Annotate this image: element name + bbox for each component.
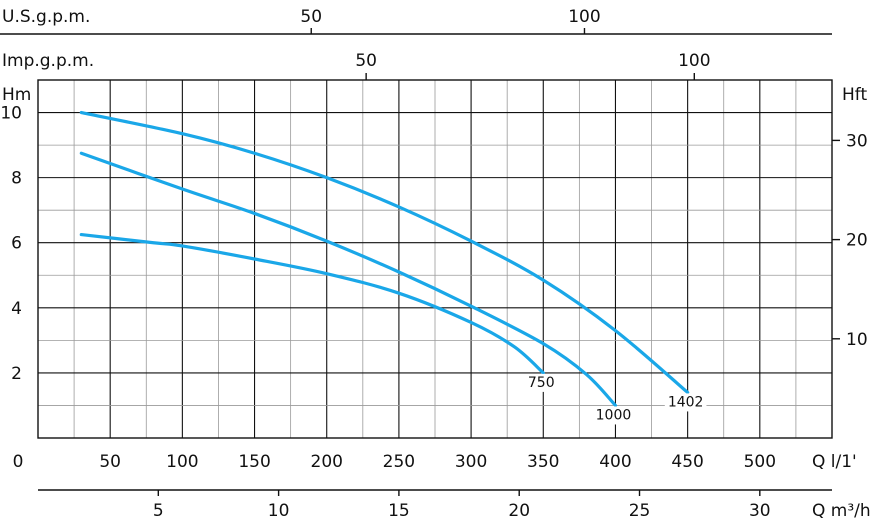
x-lpm-axis-label: Q l/1' — [812, 452, 857, 472]
y-m-axis-label: Hm — [2, 85, 31, 105]
y-ft-tick-label: 30 — [846, 131, 868, 151]
m3h-tick-label: 20 — [508, 501, 530, 519]
plot-frame — [37, 79, 833, 439]
y-ft-tick-label: 10 — [846, 330, 868, 350]
x-lpm-tick-label: 150 — [238, 452, 270, 472]
curve-label-1402: 1402 — [668, 394, 704, 410]
curves — [79, 110, 690, 408]
m3h-tick-label: 15 — [388, 501, 410, 519]
curve-label-bg — [524, 373, 558, 392]
us-gpm-axis-label: U.S.g.p.m. — [2, 7, 90, 27]
x-lpm-tick-label: 100 — [166, 452, 198, 472]
grid — [38, 79, 832, 438]
m3h-tick-label: 25 — [629, 501, 651, 519]
curve-1000 — [79, 151, 618, 408]
x-lpm-tick-label: 200 — [311, 452, 343, 472]
curve-1402 — [79, 110, 690, 395]
curve-750 — [79, 232, 545, 375]
axes — [0, 28, 840, 496]
y-m-tick-label: 2 — [11, 364, 22, 384]
curve-label-bg — [664, 393, 707, 412]
imp-gpm-axis-label: Imp.g.p.m. — [2, 51, 94, 71]
us-gpm-tick-label: 100 — [568, 7, 600, 27]
curve-label-1000: 1000 — [596, 407, 632, 423]
y-m-tick-label: 10 — [0, 104, 22, 124]
x-lpm-tick-label: 400 — [599, 452, 631, 472]
x-lpm-tick-label: 300 — [455, 452, 487, 472]
imp-gpm-tick-label: 50 — [355, 51, 377, 71]
curve-label-bg — [592, 406, 635, 425]
x-lpm-tick-label: 500 — [744, 452, 776, 472]
m3h-axis-label: Q m³/h — [812, 501, 871, 519]
m3h-tick-label: 5 — [153, 501, 164, 519]
y-ft-tick-label: 20 — [846, 231, 868, 251]
m3h-tick-label: 30 — [749, 501, 771, 519]
m3h-tick-label: 10 — [268, 501, 290, 519]
axis-labels: U.S.g.p.m. Imp.g.p.m. Hm Hft Q l/1' Q m³/h 140… — [2, 7, 871, 519]
y-m-tick-label: 6 — [11, 234, 22, 254]
x-lpm-tick-label: 50 — [99, 452, 121, 472]
y-m-tick-label: 4 — [11, 299, 22, 319]
x-lpm-tick-label: 350 — [527, 452, 559, 472]
y-ft-axis-label: Hft — [842, 85, 867, 105]
curve-label-750: 750 — [528, 375, 555, 391]
x-lpm-tick-label: 250 — [383, 452, 415, 472]
imp-gpm-tick-label: 100 — [678, 51, 710, 71]
x-lpm-tick-label: 0 — [13, 452, 24, 472]
us-gpm-tick-label: 50 — [300, 7, 322, 27]
x-lpm-tick-label: 450 — [671, 452, 703, 472]
y-m-tick-label: 8 — [11, 169, 22, 189]
